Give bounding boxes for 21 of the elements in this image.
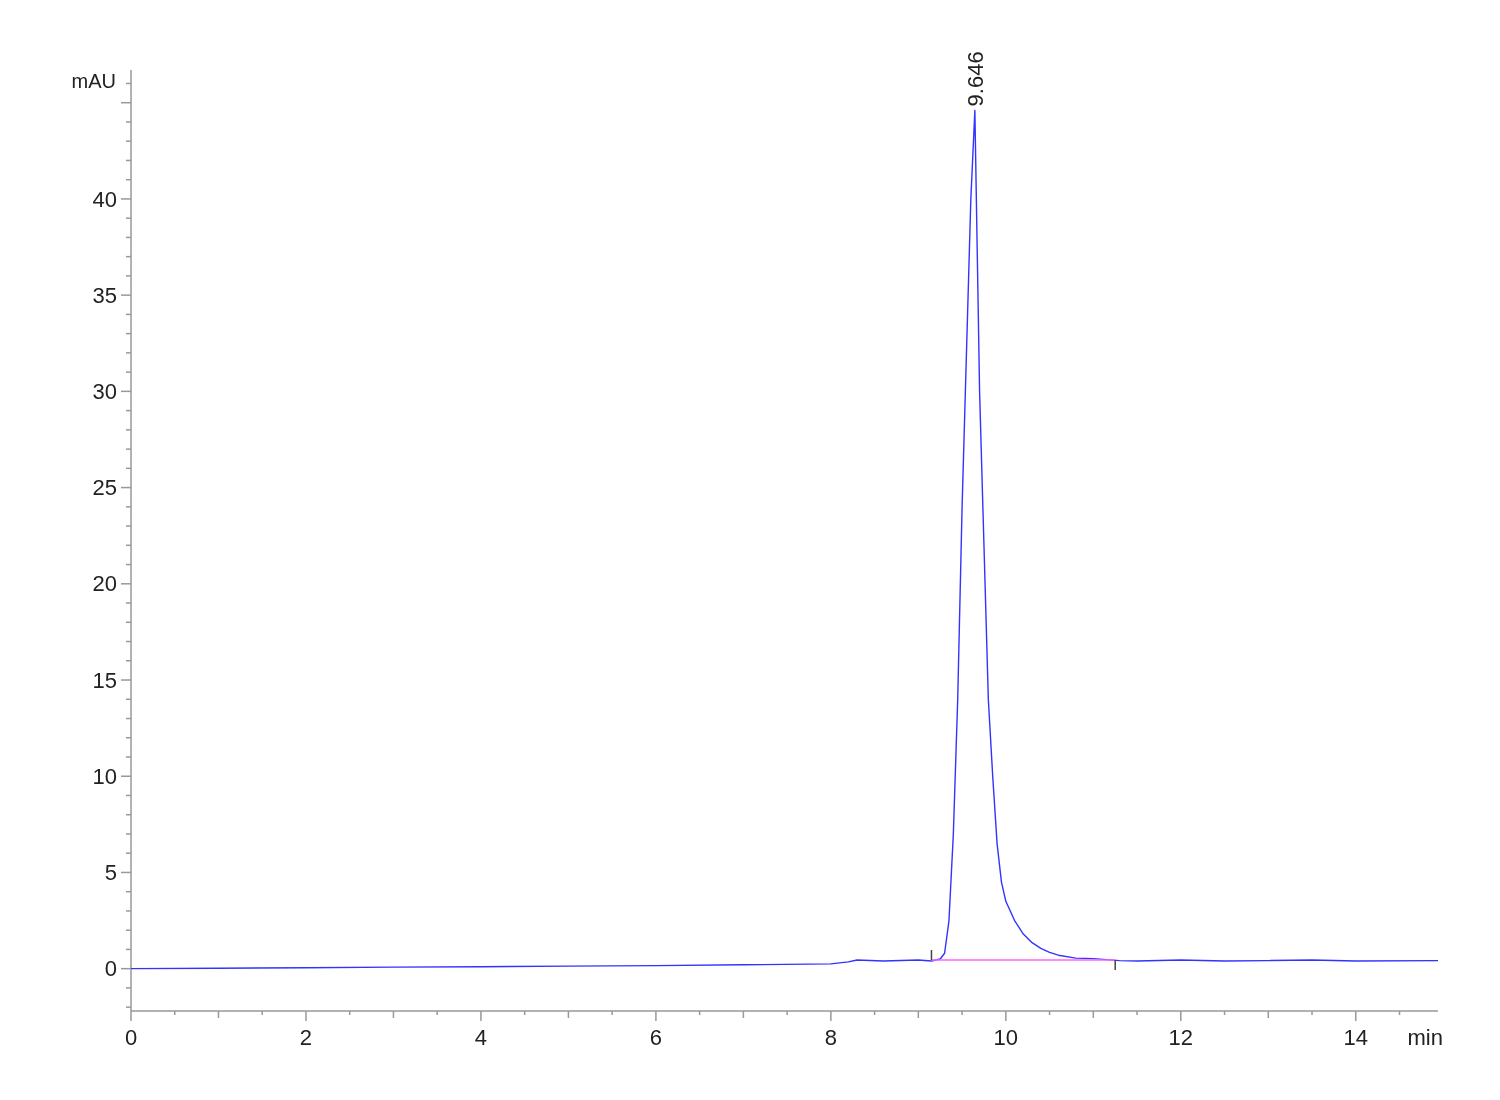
y-tick-label: 5 [104, 860, 117, 886]
y-tick-label: 40 [92, 186, 117, 212]
y-axis-title: mAU [71, 70, 116, 92]
y-tick-label: 35 [92, 282, 117, 308]
x-tick-label: 12 [1168, 1025, 1194, 1050]
y-tick-label: 0 [104, 956, 117, 982]
x-tick-label: 14 [1343, 1025, 1369, 1050]
x-tick-label: 2 [299, 1025, 313, 1050]
x-tick-label: 10 [993, 1025, 1019, 1050]
x-tick-label: 6 [649, 1025, 663, 1050]
y-tick-label: 15 [92, 667, 117, 693]
y-tick-label: 30 [92, 379, 117, 405]
y-tick-label: 10 [92, 763, 117, 789]
y-tick-label: 20 [92, 571, 117, 597]
x-tick-label: 4 [474, 1025, 488, 1050]
y-tick-label: 25 [92, 475, 117, 501]
annotation: 9.646 [962, 51, 988, 107]
line-series [130, 109, 1439, 970]
x-tick-label: 0 [124, 1025, 138, 1050]
x-tick-label: 8 [824, 1025, 837, 1050]
x-axis-title: min [1407, 1025, 1443, 1050]
